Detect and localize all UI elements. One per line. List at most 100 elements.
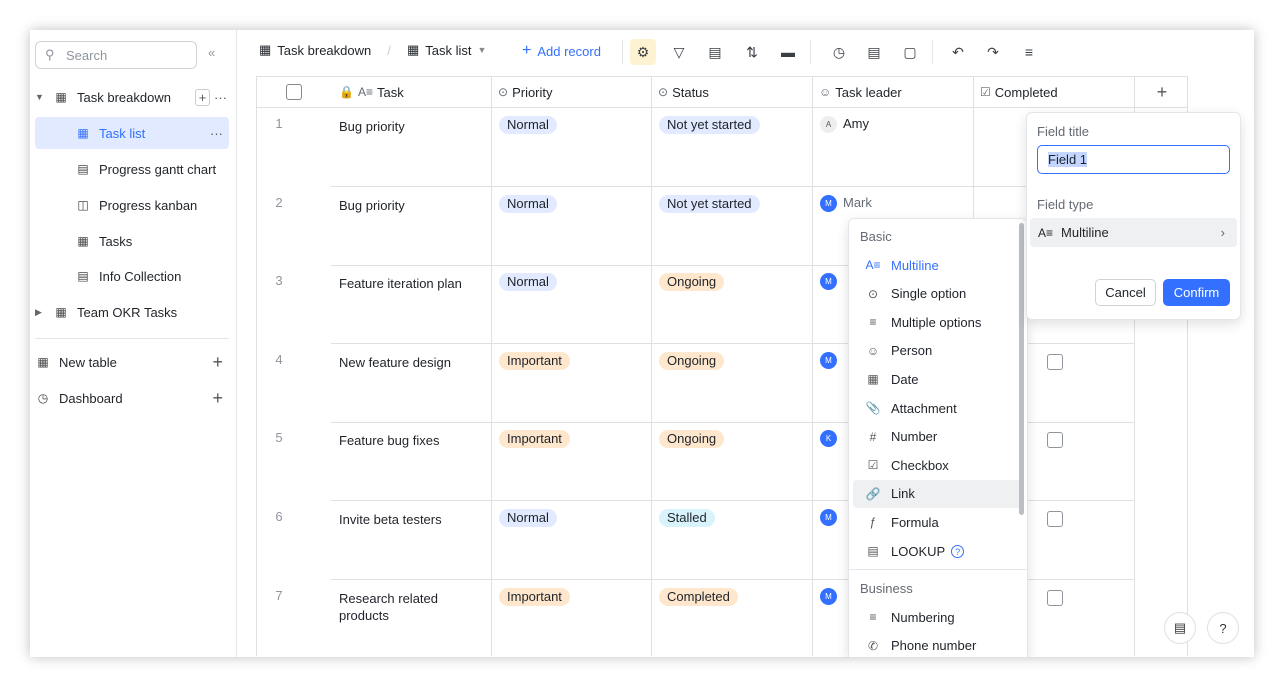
table-row[interactable]: 6 Invite beta testers Normal Stalled M xyxy=(257,501,1187,580)
field-config-panel: Field title Field 1 Field type A≡ Multili… xyxy=(1026,112,1241,320)
sidebar-item-task-breakdown[interactable]: ▼ ▦ Task breakdown + ··· xyxy=(35,88,227,106)
sidebar-item-tasks[interactable]: ▦ Tasks xyxy=(35,225,229,257)
plus-icon[interactable]: + xyxy=(212,387,223,408)
view-switcher[interactable]: ▦ Task list ▼ xyxy=(407,42,486,58)
new-table-button[interactable]: ▦ New table + xyxy=(35,346,229,378)
alarm-icon[interactable]: ◷ xyxy=(832,43,846,60)
status-cell[interactable]: Not yet started xyxy=(652,108,813,187)
type-option-formula[interactable]: ƒ Formula xyxy=(853,508,1021,536)
add-more-icons[interactable]: + ··· xyxy=(194,88,227,106)
avatar: M xyxy=(820,273,837,291)
task-cell[interactable]: Invite beta testers xyxy=(331,501,492,580)
completed-checkbox[interactable] xyxy=(1047,511,1063,527)
priority-cell[interactable]: Important xyxy=(492,422,652,502)
type-option-date[interactable]: ▦ Date xyxy=(853,365,1021,393)
field-type-select[interactable]: A≡ Multiline › xyxy=(1030,218,1237,247)
sidebar-item-gantt[interactable]: ▤ Progress gantt chart xyxy=(35,153,229,185)
document-icon[interactable]: ▤ xyxy=(1164,612,1196,644)
add-column-button[interactable]: + xyxy=(1135,77,1187,108)
status-cell[interactable]: Stalled xyxy=(652,501,813,580)
search-input[interactable]: ⚲ Search xyxy=(35,41,197,69)
add-record-button[interactable]: + Add record xyxy=(522,42,601,60)
clipboard-icon[interactable]: ▤ xyxy=(867,43,881,60)
label: Info Collection xyxy=(99,268,182,284)
confirm-button[interactable]: Confirm xyxy=(1163,279,1230,306)
type-option-checkbox[interactable]: ☑ Checkbox xyxy=(853,451,1021,479)
table-row[interactable]: 4 New feature design Important Ongoing M xyxy=(257,343,1187,423)
help-icon[interactable]: ? xyxy=(951,544,965,558)
priority-cell[interactable]: Normal xyxy=(492,108,652,187)
filter-icon[interactable]: ▽ xyxy=(673,43,685,60)
table-row[interactable]: 7 Research related products Important Co… xyxy=(257,579,1187,656)
status-cell[interactable]: Completed xyxy=(652,579,813,656)
row-height-icon[interactable]: ▬ xyxy=(781,44,795,60)
table-row[interactable]: 5 Feature bug fixes Important Ongoing K xyxy=(257,422,1187,502)
completed-cell[interactable] xyxy=(974,579,1135,656)
completed-cell[interactable] xyxy=(974,422,1135,502)
task-cell[interactable]: Bug priority xyxy=(331,186,492,266)
type-option-multiple-options[interactable]: ≡ Multiple options xyxy=(853,308,1021,336)
form-collect-icon: ▤ xyxy=(77,269,89,283)
group-icon[interactable]: ▤ xyxy=(708,43,722,60)
column-header-status[interactable]: ⊙ Status xyxy=(652,77,813,108)
task-cell[interactable]: Feature iteration plan xyxy=(331,265,492,345)
task-leader-cell[interactable]: A Amy xyxy=(813,108,974,187)
status-cell[interactable]: Not yet started xyxy=(652,186,813,266)
type-option-single-option[interactable]: ⊙ Single option xyxy=(853,280,1021,308)
priority-cell[interactable]: Normal xyxy=(492,186,652,266)
priority-cell[interactable]: Important xyxy=(492,579,652,656)
sidebar-item-info-collection[interactable]: ▤ Info Collection xyxy=(35,260,229,292)
task-cell[interactable]: Bug priority xyxy=(331,108,492,187)
scrollbar[interactable] xyxy=(1019,223,1024,515)
type-option-link[interactable]: 🔗 Link xyxy=(853,479,1021,508)
dashboard-button[interactable]: ◷ Dashboard + xyxy=(35,382,229,414)
type-option-numbering[interactable]: ≡ Numbering xyxy=(853,603,1021,631)
completed-checkbox[interactable] xyxy=(1047,432,1063,449)
type-option-person[interactable]: ☺ Person xyxy=(853,337,1021,365)
task-cell[interactable]: Feature bug fixes xyxy=(331,422,492,502)
breadcrumb-table[interactable]: ▦ Task breakdown / xyxy=(259,42,391,58)
column-header-task-leader[interactable]: ☺ Task leader xyxy=(813,77,974,108)
comment-icon[interactable]: ▢ xyxy=(903,43,917,60)
column-header-completed[interactable]: ☑ Completed xyxy=(974,77,1135,108)
more-icon[interactable]: ··· xyxy=(210,125,223,141)
completed-cell[interactable] xyxy=(974,343,1135,423)
task-cell[interactable]: Research related products xyxy=(331,579,492,656)
sort-icon[interactable]: ⇅ xyxy=(746,43,758,60)
completed-checkbox[interactable] xyxy=(1047,589,1063,606)
type-option-attachment[interactable]: 📎 Attachment xyxy=(853,394,1021,422)
completed-checkbox[interactable] xyxy=(1047,353,1063,370)
field-type-value: Multiline xyxy=(1061,225,1109,240)
select-all-checkbox[interactable] xyxy=(257,77,331,108)
status-cell[interactable]: Ongoing xyxy=(652,265,813,345)
form-icon: ▦ xyxy=(77,234,89,248)
plus-icon[interactable]: + xyxy=(212,351,223,372)
collapse-sidebar-icon[interactable]: « xyxy=(208,45,216,60)
sidebar-item-team-okr[interactable]: ▶ ▦ Team OKR Tasks xyxy=(35,304,178,320)
sidebar-item-kanban[interactable]: ◫ Progress kanban xyxy=(35,189,229,221)
type-option-multiline[interactable]: A≡ Multiline xyxy=(853,251,1021,279)
type-option-phone-number[interactable]: ✆ Phone number xyxy=(853,632,1021,657)
status-cell[interactable]: Ongoing xyxy=(652,422,813,502)
label: Attachment xyxy=(891,400,957,416)
completed-cell[interactable] xyxy=(974,501,1135,580)
settings-icon[interactable]: ⚙ xyxy=(630,39,656,65)
help-icon[interactable]: ? xyxy=(1207,612,1239,644)
find-icon[interactable]: ≡ xyxy=(1024,44,1034,60)
column-header-priority[interactable]: ⊙ Priority xyxy=(492,77,652,108)
type-option-number[interactable]: # Number xyxy=(853,423,1021,451)
task-cell[interactable]: New feature design xyxy=(331,343,492,423)
status-cell[interactable]: Ongoing xyxy=(652,343,813,423)
type-option-lookup[interactable]: ▤ LOOKUP? xyxy=(853,537,1021,565)
redo-icon[interactable]: ↷ xyxy=(987,43,999,60)
priority-cell[interactable]: Important xyxy=(492,343,652,423)
column-header-task[interactable]: 🔒 A≡ Task xyxy=(331,77,492,108)
cancel-button[interactable]: Cancel xyxy=(1095,279,1156,306)
undo-icon[interactable]: ↶ xyxy=(952,43,964,60)
priority-cell[interactable]: Normal xyxy=(492,501,652,580)
sidebar-item-task-list[interactable]: ▦ Task list ··· xyxy=(35,117,229,149)
priority-cell[interactable]: Normal xyxy=(492,265,652,345)
field-title-input[interactable]: Field 1 xyxy=(1037,145,1230,174)
